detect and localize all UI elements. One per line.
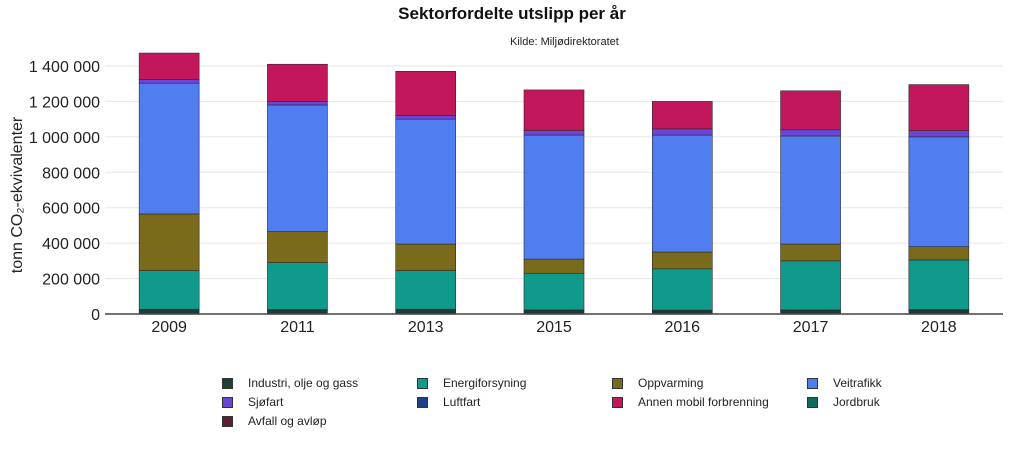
legend-swatch bbox=[807, 396, 818, 408]
y-tick-label: 1 400 000 bbox=[29, 59, 100, 76]
legend-item[interactable]: Annen mobil forbrenning bbox=[612, 395, 769, 409]
legend-item[interactable]: Avfall og avløp bbox=[222, 414, 327, 428]
x-tick-label: 2011 bbox=[280, 319, 315, 336]
legend-swatch bbox=[612, 396, 623, 408]
bar-segment bbox=[395, 71, 457, 116]
y-tick-label: 800 000 bbox=[42, 165, 100, 182]
y-tick-label: 1 200 000 bbox=[29, 94, 100, 111]
legend-item[interactable]: Sjøfart bbox=[222, 395, 283, 409]
bar-segment bbox=[780, 260, 841, 311]
y-tick-label: 0 bbox=[91, 307, 100, 324]
bar-segment bbox=[267, 262, 328, 310]
stacked-bar-chart: 0 200 000 400 000 600 000 800 000 1 000 000 1 … bbox=[9, 52, 1003, 336]
bar-segment bbox=[138, 79, 200, 84]
bar-segment bbox=[267, 101, 328, 106]
bar-segment bbox=[267, 63, 328, 102]
bar-segment bbox=[138, 213, 200, 271]
bar-segment bbox=[523, 89, 585, 131]
x-tick-label: 2018 bbox=[921, 319, 957, 336]
bar-segment bbox=[523, 130, 585, 136]
y-tick-label: 600 000 bbox=[42, 201, 100, 218]
bar-segment bbox=[523, 258, 585, 274]
legend-item[interactable]: Luftfart bbox=[417, 395, 480, 409]
bar-segment bbox=[138, 82, 200, 215]
bar-segment bbox=[780, 129, 841, 137]
bar-segment bbox=[908, 84, 970, 131]
y-axis-label: tonn CO₂-ekvivalenter bbox=[9, 116, 26, 273]
legend-item[interactable]: Veitrafikk bbox=[807, 376, 882, 390]
bar-segment bbox=[908, 130, 970, 138]
chart-subtitle: Kilde: Miljødirektoratet bbox=[510, 36, 619, 48]
bar-segment bbox=[651, 128, 713, 136]
legend-swatch bbox=[222, 396, 233, 408]
bar-segment bbox=[523, 134, 585, 260]
y-tick-label: 400 000 bbox=[42, 236, 100, 253]
bar-segment bbox=[780, 243, 841, 262]
legend-label: Veitrafikk bbox=[833, 376, 882, 390]
legend-item[interactable]: Jordbruk bbox=[807, 395, 880, 409]
legend-label: Industri, olje og gass bbox=[248, 376, 359, 390]
y-tick-label: 1 000 000 bbox=[29, 130, 100, 147]
bar-segment bbox=[267, 231, 328, 263]
x-tick-label: 2013 bbox=[408, 319, 444, 336]
legend-label: Luftfart bbox=[443, 395, 481, 409]
legend-label: Sjøfart bbox=[248, 395, 284, 409]
x-tick-label: 2009 bbox=[151, 319, 187, 336]
x-tick-label: 2016 bbox=[664, 319, 700, 336]
x-tick-label: 2017 bbox=[793, 319, 829, 336]
y-tick-label: 200 000 bbox=[42, 272, 100, 289]
bar-segment bbox=[780, 135, 841, 245]
legend-item[interactable]: Oppvarming bbox=[612, 376, 703, 390]
bar-segment bbox=[651, 101, 713, 130]
legend-label: Jordbruk bbox=[833, 395, 880, 409]
legend-label: Oppvarming bbox=[638, 376, 704, 390]
legend-label: Energiforsyning bbox=[443, 376, 527, 390]
chart-title: Sektorfordelte utslipp per år bbox=[398, 4, 626, 23]
bar-segment bbox=[651, 134, 713, 253]
bar-segment bbox=[138, 270, 200, 310]
bar-segment bbox=[908, 136, 970, 247]
legend-swatch bbox=[222, 377, 233, 389]
bar-segment bbox=[780, 90, 841, 131]
bar-segment bbox=[908, 259, 970, 310]
legend-item[interactable]: Industri, olje og gass bbox=[222, 376, 358, 390]
legend-swatch bbox=[222, 415, 233, 427]
legend-swatch bbox=[612, 377, 623, 389]
bar-segment bbox=[395, 243, 457, 271]
bar-segment bbox=[138, 52, 200, 80]
legend-label: Avfall og avløp bbox=[248, 414, 327, 428]
bar-segment bbox=[908, 246, 970, 261]
bar-segment bbox=[395, 115, 457, 120]
bar-segment bbox=[651, 251, 713, 270]
legend-item[interactable]: Energiforsyning bbox=[417, 376, 526, 390]
bar-segment bbox=[395, 118, 457, 245]
legend-swatch bbox=[807, 377, 818, 389]
x-tick-label: 2015 bbox=[536, 319, 572, 336]
legend-label: Annen mobil forbrenning bbox=[638, 395, 769, 409]
bar-segment bbox=[267, 104, 328, 232]
bar-segment bbox=[395, 270, 457, 310]
bar-segment bbox=[651, 268, 713, 311]
bar-segment bbox=[523, 272, 585, 311]
legend-swatch bbox=[417, 396, 428, 408]
legend-swatch bbox=[417, 377, 428, 389]
